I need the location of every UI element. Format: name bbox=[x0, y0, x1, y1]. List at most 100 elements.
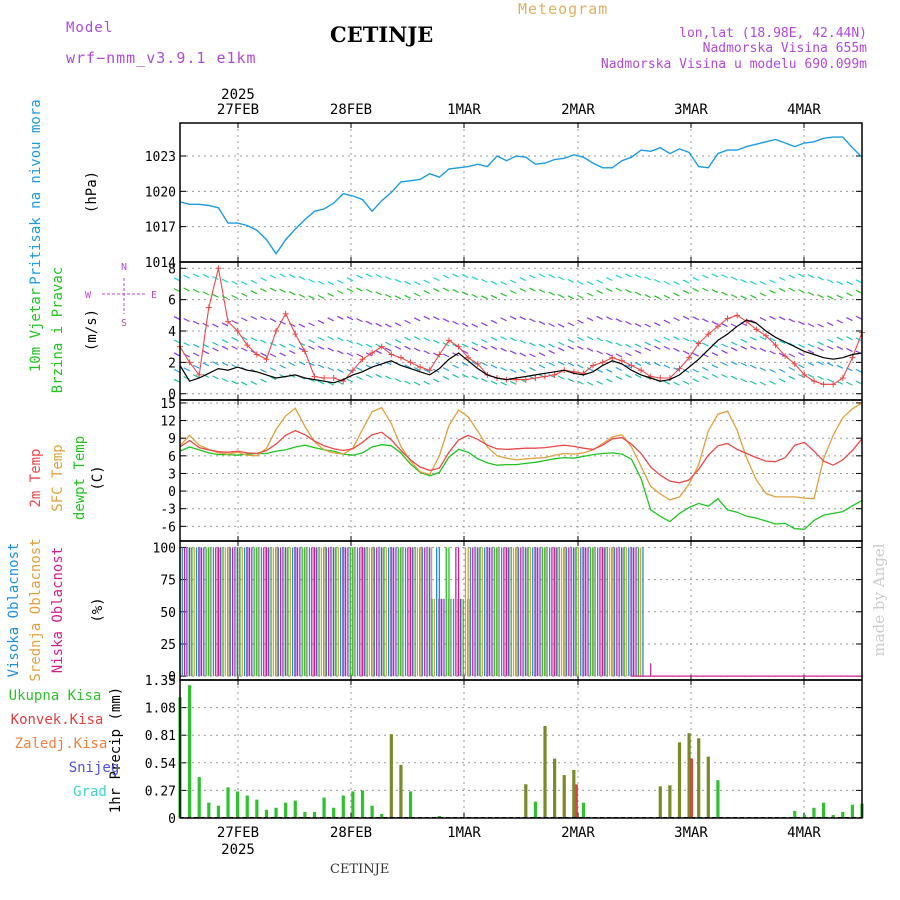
wind-barb bbox=[702, 318, 709, 323]
wind-barb bbox=[826, 295, 834, 300]
wind-barb bbox=[269, 318, 277, 323]
wind-barb bbox=[711, 352, 719, 357]
wind-barb bbox=[221, 345, 229, 350]
wind-barb bbox=[807, 323, 815, 328]
precip-total-bar bbox=[293, 800, 297, 818]
watermark-text: made by Angel bbox=[870, 543, 888, 656]
cloud-unit: (%) bbox=[90, 597, 106, 622]
y-tick-label: -3 bbox=[160, 503, 176, 518]
wind-barb bbox=[740, 279, 748, 284]
y-tick-label: 0 bbox=[168, 812, 176, 827]
wind-barb bbox=[740, 338, 748, 343]
wind-gust-marker bbox=[359, 356, 366, 363]
wind-barb bbox=[327, 366, 334, 372]
wind-barb bbox=[721, 323, 728, 328]
wind-barb bbox=[260, 339, 267, 344]
wind-barb bbox=[231, 294, 238, 299]
y-tick-label: 9 bbox=[168, 432, 176, 447]
y-tick-label: 6 bbox=[168, 294, 176, 309]
wind-barb bbox=[807, 373, 815, 379]
wind-barb bbox=[826, 338, 834, 343]
wind-barb bbox=[481, 338, 488, 344]
wind-barb bbox=[279, 288, 286, 293]
wind-barb bbox=[183, 287, 190, 292]
wind-gust-marker bbox=[196, 371, 203, 378]
wind-barb bbox=[461, 322, 469, 328]
wind-barb bbox=[212, 361, 219, 366]
wind-barb bbox=[778, 368, 786, 373]
wind-barb bbox=[212, 341, 219, 346]
wind-barb bbox=[212, 293, 219, 298]
wind-barb bbox=[654, 362, 661, 367]
wind-barb bbox=[605, 368, 613, 373]
wind-barb bbox=[836, 280, 844, 285]
wind-barb bbox=[788, 353, 796, 358]
precip-total-bar bbox=[706, 756, 710, 818]
wind-barb bbox=[634, 274, 642, 279]
wind-barb bbox=[317, 345, 325, 350]
wind-barb bbox=[663, 364, 671, 369]
wind-barb bbox=[702, 287, 709, 292]
wind-gust-marker bbox=[830, 381, 837, 388]
y-tick-label: 1020 bbox=[145, 185, 176, 200]
wind-gust-marker bbox=[724, 315, 731, 322]
wind-barb bbox=[240, 317, 248, 322]
precip-total-bar bbox=[668, 785, 672, 818]
precip-total-bar bbox=[197, 777, 201, 818]
wind-barb bbox=[183, 342, 190, 347]
y-tick-label: 50 bbox=[160, 606, 176, 621]
wind-barb bbox=[759, 336, 767, 341]
wind-barb bbox=[586, 336, 594, 341]
wind-gust-marker bbox=[397, 354, 404, 361]
wind-gust-marker bbox=[820, 381, 827, 388]
wind-barb bbox=[490, 364, 498, 369]
wind-barb bbox=[673, 292, 680, 297]
wind-barb bbox=[663, 336, 671, 341]
wind-barb bbox=[529, 318, 536, 323]
wind-barb bbox=[673, 317, 680, 322]
wind-gust-marker bbox=[417, 364, 424, 371]
wind-barb bbox=[807, 349, 815, 354]
wind-barb bbox=[269, 342, 277, 347]
wind-barb bbox=[538, 273, 546, 278]
wind-barb bbox=[423, 279, 431, 284]
wind-barb bbox=[346, 277, 354, 282]
wind-barb bbox=[452, 364, 459, 369]
wind-gust-marker bbox=[253, 351, 260, 358]
wind-barb bbox=[577, 380, 584, 385]
precip-conv-bar bbox=[690, 758, 694, 818]
dewpoint-line bbox=[179, 444, 863, 530]
wind-barb bbox=[692, 368, 699, 373]
wind-gust-marker bbox=[714, 323, 721, 330]
wind-barb bbox=[413, 367, 421, 372]
wind-barb bbox=[509, 289, 517, 295]
wind-barb bbox=[442, 367, 450, 372]
wind-barb bbox=[519, 352, 527, 357]
wind-barb bbox=[644, 294, 651, 299]
wind-barb bbox=[202, 373, 210, 378]
wind-barb bbox=[682, 337, 690, 342]
wind-barb bbox=[337, 350, 344, 355]
wind-barb bbox=[817, 276, 824, 281]
wind-barb bbox=[711, 373, 719, 379]
precip-total-bar bbox=[716, 780, 720, 818]
wind-barb bbox=[231, 345, 238, 350]
day-label-bottom: 4MAR bbox=[787, 825, 821, 841]
wind-barb bbox=[605, 378, 613, 383]
wind-barb bbox=[250, 290, 258, 295]
y-tick-label: 1.08 bbox=[145, 702, 176, 717]
wind-barb bbox=[615, 287, 623, 292]
wind-barb bbox=[750, 345, 757, 350]
wind-gust-marker bbox=[436, 351, 443, 358]
wind-barb bbox=[394, 278, 402, 283]
wind-barb bbox=[836, 294, 844, 299]
wind-barb bbox=[260, 352, 267, 357]
wind-gust-marker bbox=[474, 360, 481, 367]
temp-ylabel-2m: 2m Temp bbox=[28, 448, 44, 507]
wind-barb bbox=[356, 367, 363, 372]
wind-gust-marker bbox=[445, 337, 452, 344]
precip-total-bar bbox=[303, 811, 307, 818]
wind-barb bbox=[529, 287, 536, 292]
wind-barb bbox=[548, 322, 555, 328]
wind-barb bbox=[327, 281, 334, 286]
